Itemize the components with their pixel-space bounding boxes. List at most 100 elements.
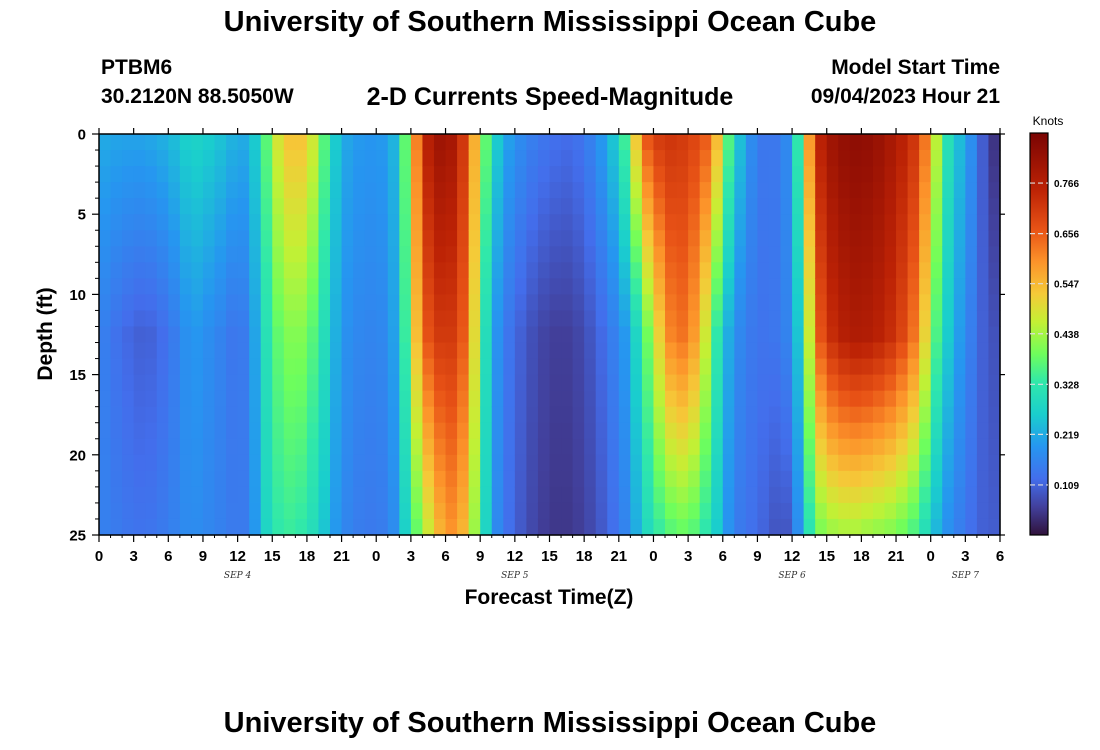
heatmap-cell <box>341 406 354 424</box>
heatmap-cell <box>99 486 112 504</box>
heatmap-cell <box>202 134 216 151</box>
heatmap-cell <box>595 166 608 183</box>
heatmap-cell <box>976 374 990 392</box>
heatmap-cell <box>561 214 574 231</box>
heatmap-cell <box>364 230 377 247</box>
colorbar-tick-label: 0.766 <box>1054 179 1079 190</box>
heatmap-cell <box>757 278 770 295</box>
heatmap-cell <box>884 246 897 263</box>
heatmap-cell <box>503 470 516 488</box>
heatmap-cell <box>907 358 920 376</box>
heatmap-cell <box>803 454 816 472</box>
heatmap-cell <box>272 502 285 520</box>
heatmap-cell <box>156 310 169 328</box>
heatmap-cell <box>699 166 712 183</box>
heatmap-cell <box>595 278 608 295</box>
heatmap-cell <box>283 438 296 456</box>
heatmap-cell <box>364 454 377 472</box>
heatmap-cell <box>745 342 759 360</box>
heatmap-cell <box>179 294 193 312</box>
heatmap-cell <box>919 326 932 344</box>
heatmap-cell <box>491 422 504 440</box>
heatmap-cell <box>815 422 828 440</box>
heatmap-cell <box>445 134 458 151</box>
heatmap-cell <box>480 278 493 295</box>
heatmap-cell <box>341 182 354 199</box>
heatmap-cell <box>549 454 562 472</box>
heatmap-cell <box>376 486 389 504</box>
heatmap-cell <box>537 502 551 520</box>
heatmap-cell <box>260 486 273 504</box>
heatmap-cell <box>468 134 481 151</box>
heatmap-cell <box>353 214 366 231</box>
heatmap-cell <box>260 358 273 376</box>
heatmap-cell <box>306 406 320 424</box>
heatmap-cell <box>884 486 897 504</box>
heatmap-cell <box>99 358 112 376</box>
heatmap-cell <box>191 390 204 408</box>
heatmap-cell <box>468 422 481 440</box>
heatmap-cell <box>537 342 551 360</box>
heatmap-cell <box>202 470 216 488</box>
heatmap-cell <box>99 262 112 279</box>
heatmap-cell <box>422 422 435 440</box>
heatmap-cell <box>607 326 620 344</box>
heatmap-cell <box>641 358 655 376</box>
heatmap-cell <box>214 390 227 408</box>
heatmap-cell <box>376 518 389 536</box>
heatmap-cell <box>318 518 331 536</box>
heatmap-cell <box>122 470 135 488</box>
heatmap-cell <box>965 502 978 520</box>
heatmap-cell <box>665 230 678 247</box>
heatmap-cell <box>896 390 909 408</box>
heatmap-cell <box>884 166 897 183</box>
heatmap-cell <box>330 438 343 456</box>
heatmap-cell <box>942 438 955 456</box>
heatmap-cell <box>641 182 655 199</box>
heatmap-cell <box>410 230 424 247</box>
heatmap-cell <box>665 374 678 392</box>
heatmap-cell <box>861 310 874 328</box>
heatmap-cell <box>884 502 897 520</box>
y-tick-label: 15 <box>69 367 86 384</box>
heatmap-cell <box>988 438 1001 456</box>
heatmap-cell <box>387 294 400 312</box>
heatmap-cell <box>526 438 539 456</box>
heatmap-cell <box>907 198 920 215</box>
heatmap-cell <box>711 454 724 472</box>
heatmap-cell <box>688 406 701 424</box>
heatmap-cell <box>99 454 112 472</box>
heatmap-cell <box>468 342 481 360</box>
heatmap-cell <box>503 294 516 312</box>
heatmap-cell <box>768 422 782 440</box>
heatmap-cell <box>226 246 239 263</box>
heatmap-cell <box>249 182 262 199</box>
heatmap-cell <box>665 310 678 328</box>
heatmap-cell <box>318 358 331 376</box>
heatmap-cell <box>745 326 759 344</box>
heatmap-cell <box>491 342 504 360</box>
heatmap-cell <box>757 438 770 456</box>
heatmap-cell <box>757 310 770 328</box>
heatmap-cell <box>641 166 655 183</box>
heatmap-cell <box>618 406 631 424</box>
heatmap-cell <box>849 310 862 328</box>
heatmap-cell <box>491 470 504 488</box>
heatmap-cell <box>745 454 759 472</box>
heatmap-cell <box>156 486 169 504</box>
heatmap-cell <box>930 214 943 231</box>
heatmap-cell <box>699 198 712 215</box>
heatmap-cell <box>364 134 377 151</box>
colorbar-tick-label: 0.438 <box>1054 330 1079 341</box>
heatmap-cell <box>295 294 308 312</box>
heatmap-cell <box>699 406 712 424</box>
heatmap-cell <box>826 374 839 392</box>
heatmap-cell <box>526 246 539 263</box>
heatmap-cell <box>595 406 608 424</box>
heatmap-cell <box>364 470 377 488</box>
heatmap-cell <box>815 438 828 456</box>
heatmap-cell <box>491 262 504 279</box>
heatmap-cell <box>410 326 424 344</box>
heatmap-cell <box>676 246 689 263</box>
heatmap-cell <box>156 326 169 344</box>
